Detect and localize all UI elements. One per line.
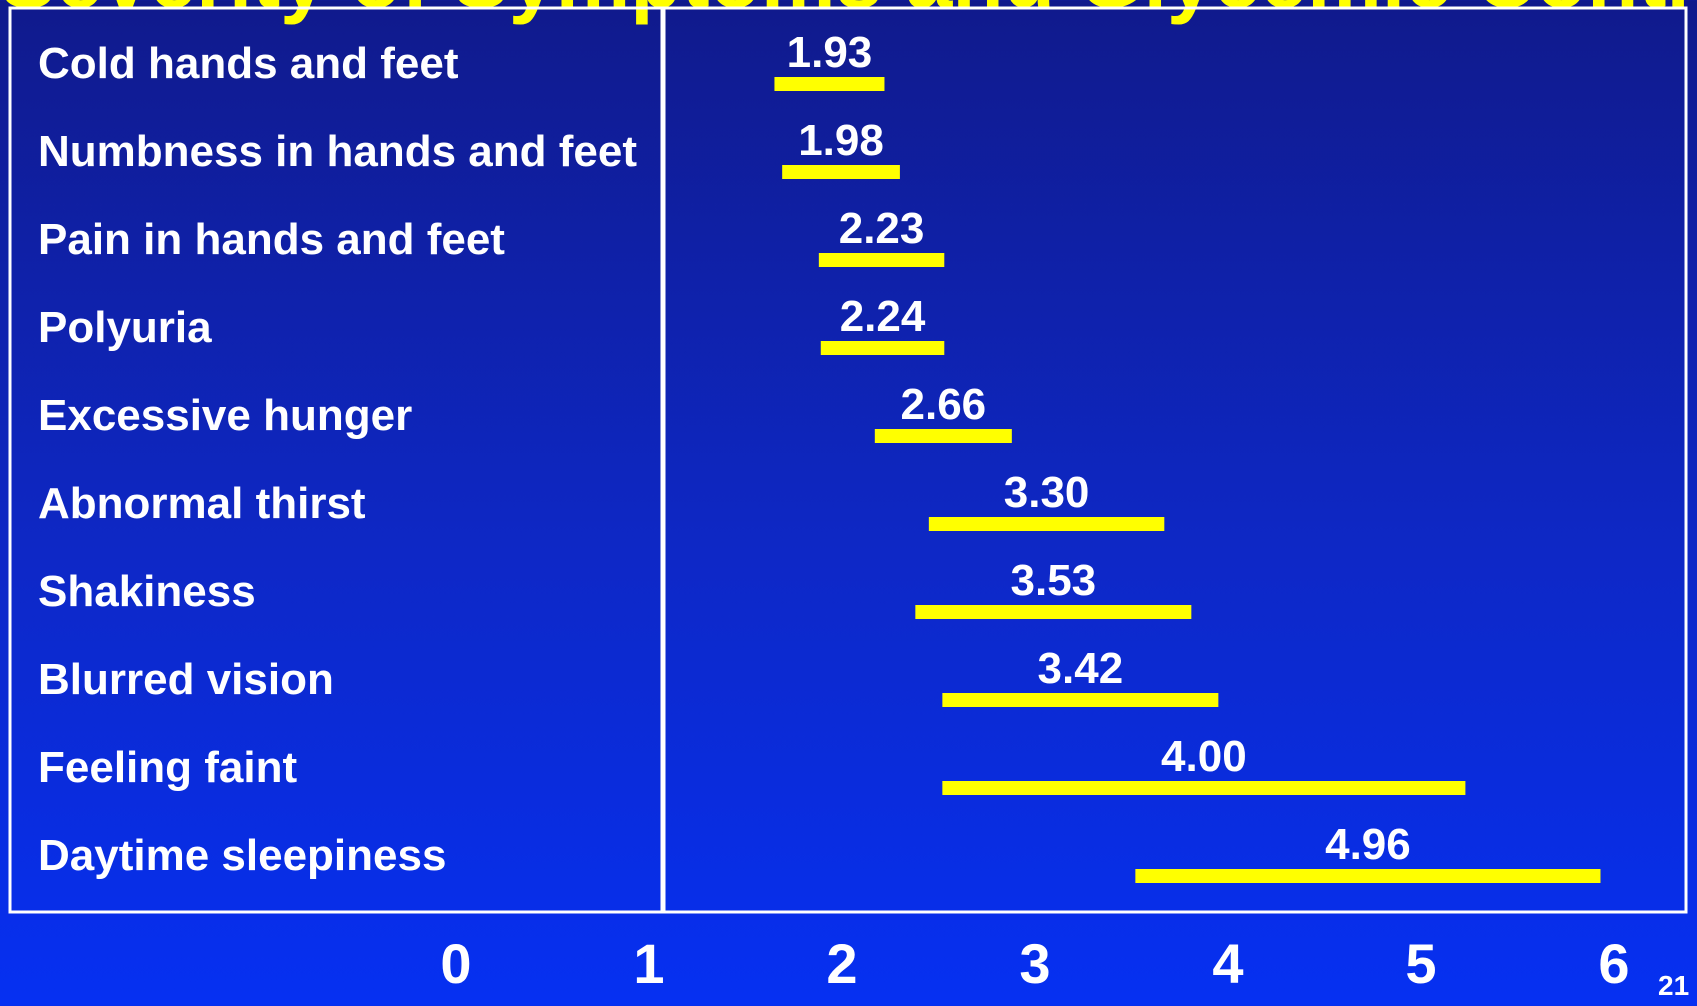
value-label: 2.66 — [901, 380, 987, 429]
interval-bar — [928, 517, 1165, 531]
interval-bar — [782, 165, 900, 179]
value-label: 3.42 — [1038, 644, 1124, 693]
value-label: 3.53 — [1011, 556, 1097, 605]
category-label: Daytime sleepiness — [38, 831, 446, 880]
x-tick-label: 3 — [1019, 932, 1050, 995]
slide-title: Severity of Symptoms and Glycemic Contro… — [0, 0, 1697, 20]
category-label: Polyuria — [38, 303, 212, 352]
value-label: 2.23 — [839, 204, 925, 253]
category-label: Pain in hands and feet — [38, 215, 505, 264]
x-axis-ticks: 0 1 2 3 4 5 6 — [440, 932, 1629, 995]
x-tick-label: 4 — [1212, 932, 1243, 995]
category-label: Cold hands and feet — [38, 39, 459, 88]
interval-bar — [818, 253, 945, 267]
category-label: Feeling faint — [38, 743, 297, 792]
interval-bar — [874, 429, 1012, 443]
category-label: Shakiness — [38, 567, 256, 616]
x-tick-label: 1 — [633, 932, 664, 995]
interval-bar — [942, 693, 1219, 707]
interval-bar — [820, 341, 945, 355]
bars — [774, 77, 1601, 883]
value-label: 1.93 — [787, 28, 873, 77]
plot-frame — [8, 6, 1688, 914]
x-tick-label: 6 — [1598, 932, 1629, 995]
interval-bar — [942, 781, 1466, 795]
category-label: Abnormal thirst — [38, 479, 366, 528]
category-label: Blurred vision — [38, 655, 334, 704]
interval-bar — [1135, 869, 1601, 883]
value-label: 1.98 — [798, 116, 884, 165]
value-label: 3.30 — [1004, 468, 1090, 517]
category-labels: Cold hands and feet Numbness in hands and… — [38, 39, 637, 880]
page-number: 21 — [1658, 970, 1690, 1001]
interval-bar — [774, 77, 885, 91]
value-label: 4.00 — [1161, 732, 1247, 781]
interval-bar — [915, 605, 1192, 619]
category-label: Numbness in hands and feet — [38, 127, 637, 176]
value-label: 2.24 — [840, 292, 926, 341]
x-tick-label: 5 — [1405, 932, 1436, 995]
x-tick-label: 0 — [440, 932, 471, 995]
x-tick-label: 2 — [826, 932, 857, 995]
value-label: 4.96 — [1325, 820, 1411, 869]
category-label: Excessive hunger — [38, 391, 412, 440]
value-labels: 1.93 1.98 2.23 2.24 2.66 3.30 3.53 3.42 4.00 4.96 — [787, 28, 1411, 869]
